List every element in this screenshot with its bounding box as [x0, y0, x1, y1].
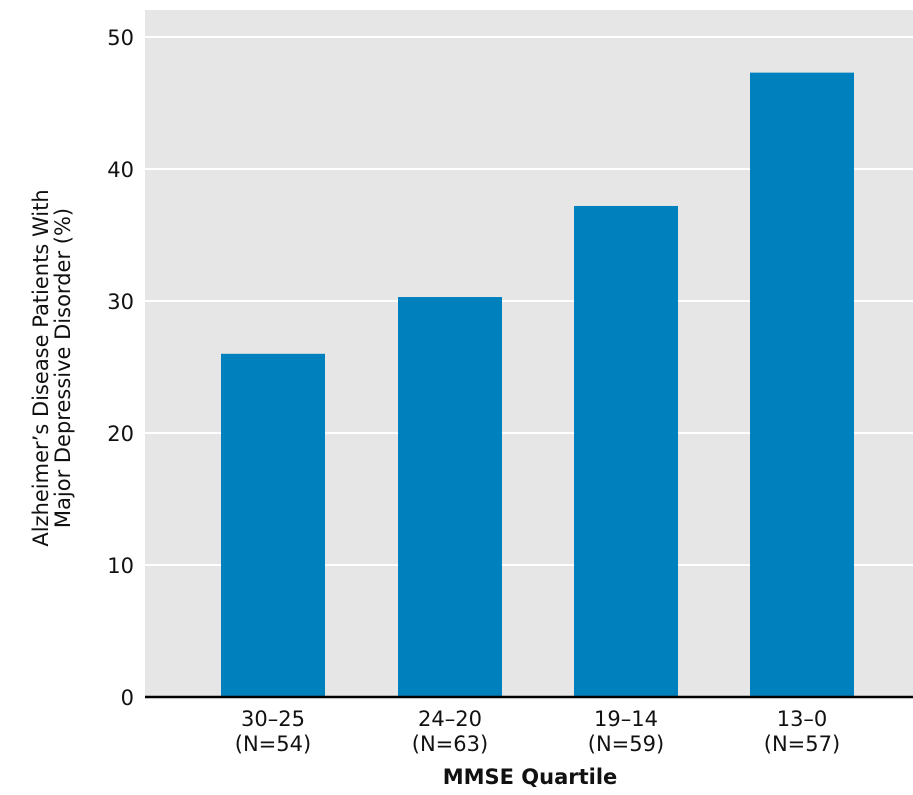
y-tick-label: 30	[107, 290, 134, 314]
bar	[398, 297, 502, 697]
y-tick-label: 0	[121, 686, 134, 710]
y-tick-label: 50	[107, 26, 134, 50]
y-tick-labels: 0 10 20 30 40 50	[107, 26, 134, 710]
y-tick-label: 20	[107, 422, 134, 446]
x-tick-label: 19–14	[594, 707, 658, 731]
y-axis-label: Alzheimer’s Disease Patients With Major …	[29, 189, 75, 546]
bar	[750, 73, 854, 697]
x-tick-label: 13–0	[777, 707, 828, 731]
x-tick-sublabel: (N=59)	[588, 732, 664, 756]
y-tick-label: 40	[107, 158, 134, 182]
y-axis-label-line-2: Major Depressive Disorder (%)	[51, 208, 75, 528]
x-tick-sublabel: (N=63)	[412, 732, 488, 756]
x-axis-label: MMSE Quartile	[443, 765, 618, 789]
x-tick-sublabel: (N=57)	[764, 732, 840, 756]
y-axis-label-line-1: Alzheimer’s Disease Patients With	[29, 189, 53, 546]
x-tick-labels: 30–25(N=54) 24–20(N=63) 19–14(N=59) 13–0(N=…	[235, 707, 840, 756]
bar	[574, 206, 678, 697]
bar	[221, 354, 325, 697]
y-tick-label: 10	[107, 554, 134, 578]
x-tick-sublabel: (N=54)	[235, 732, 311, 756]
x-tick-label: 24–20	[418, 707, 482, 731]
x-tick-label: 30–25	[241, 707, 305, 731]
